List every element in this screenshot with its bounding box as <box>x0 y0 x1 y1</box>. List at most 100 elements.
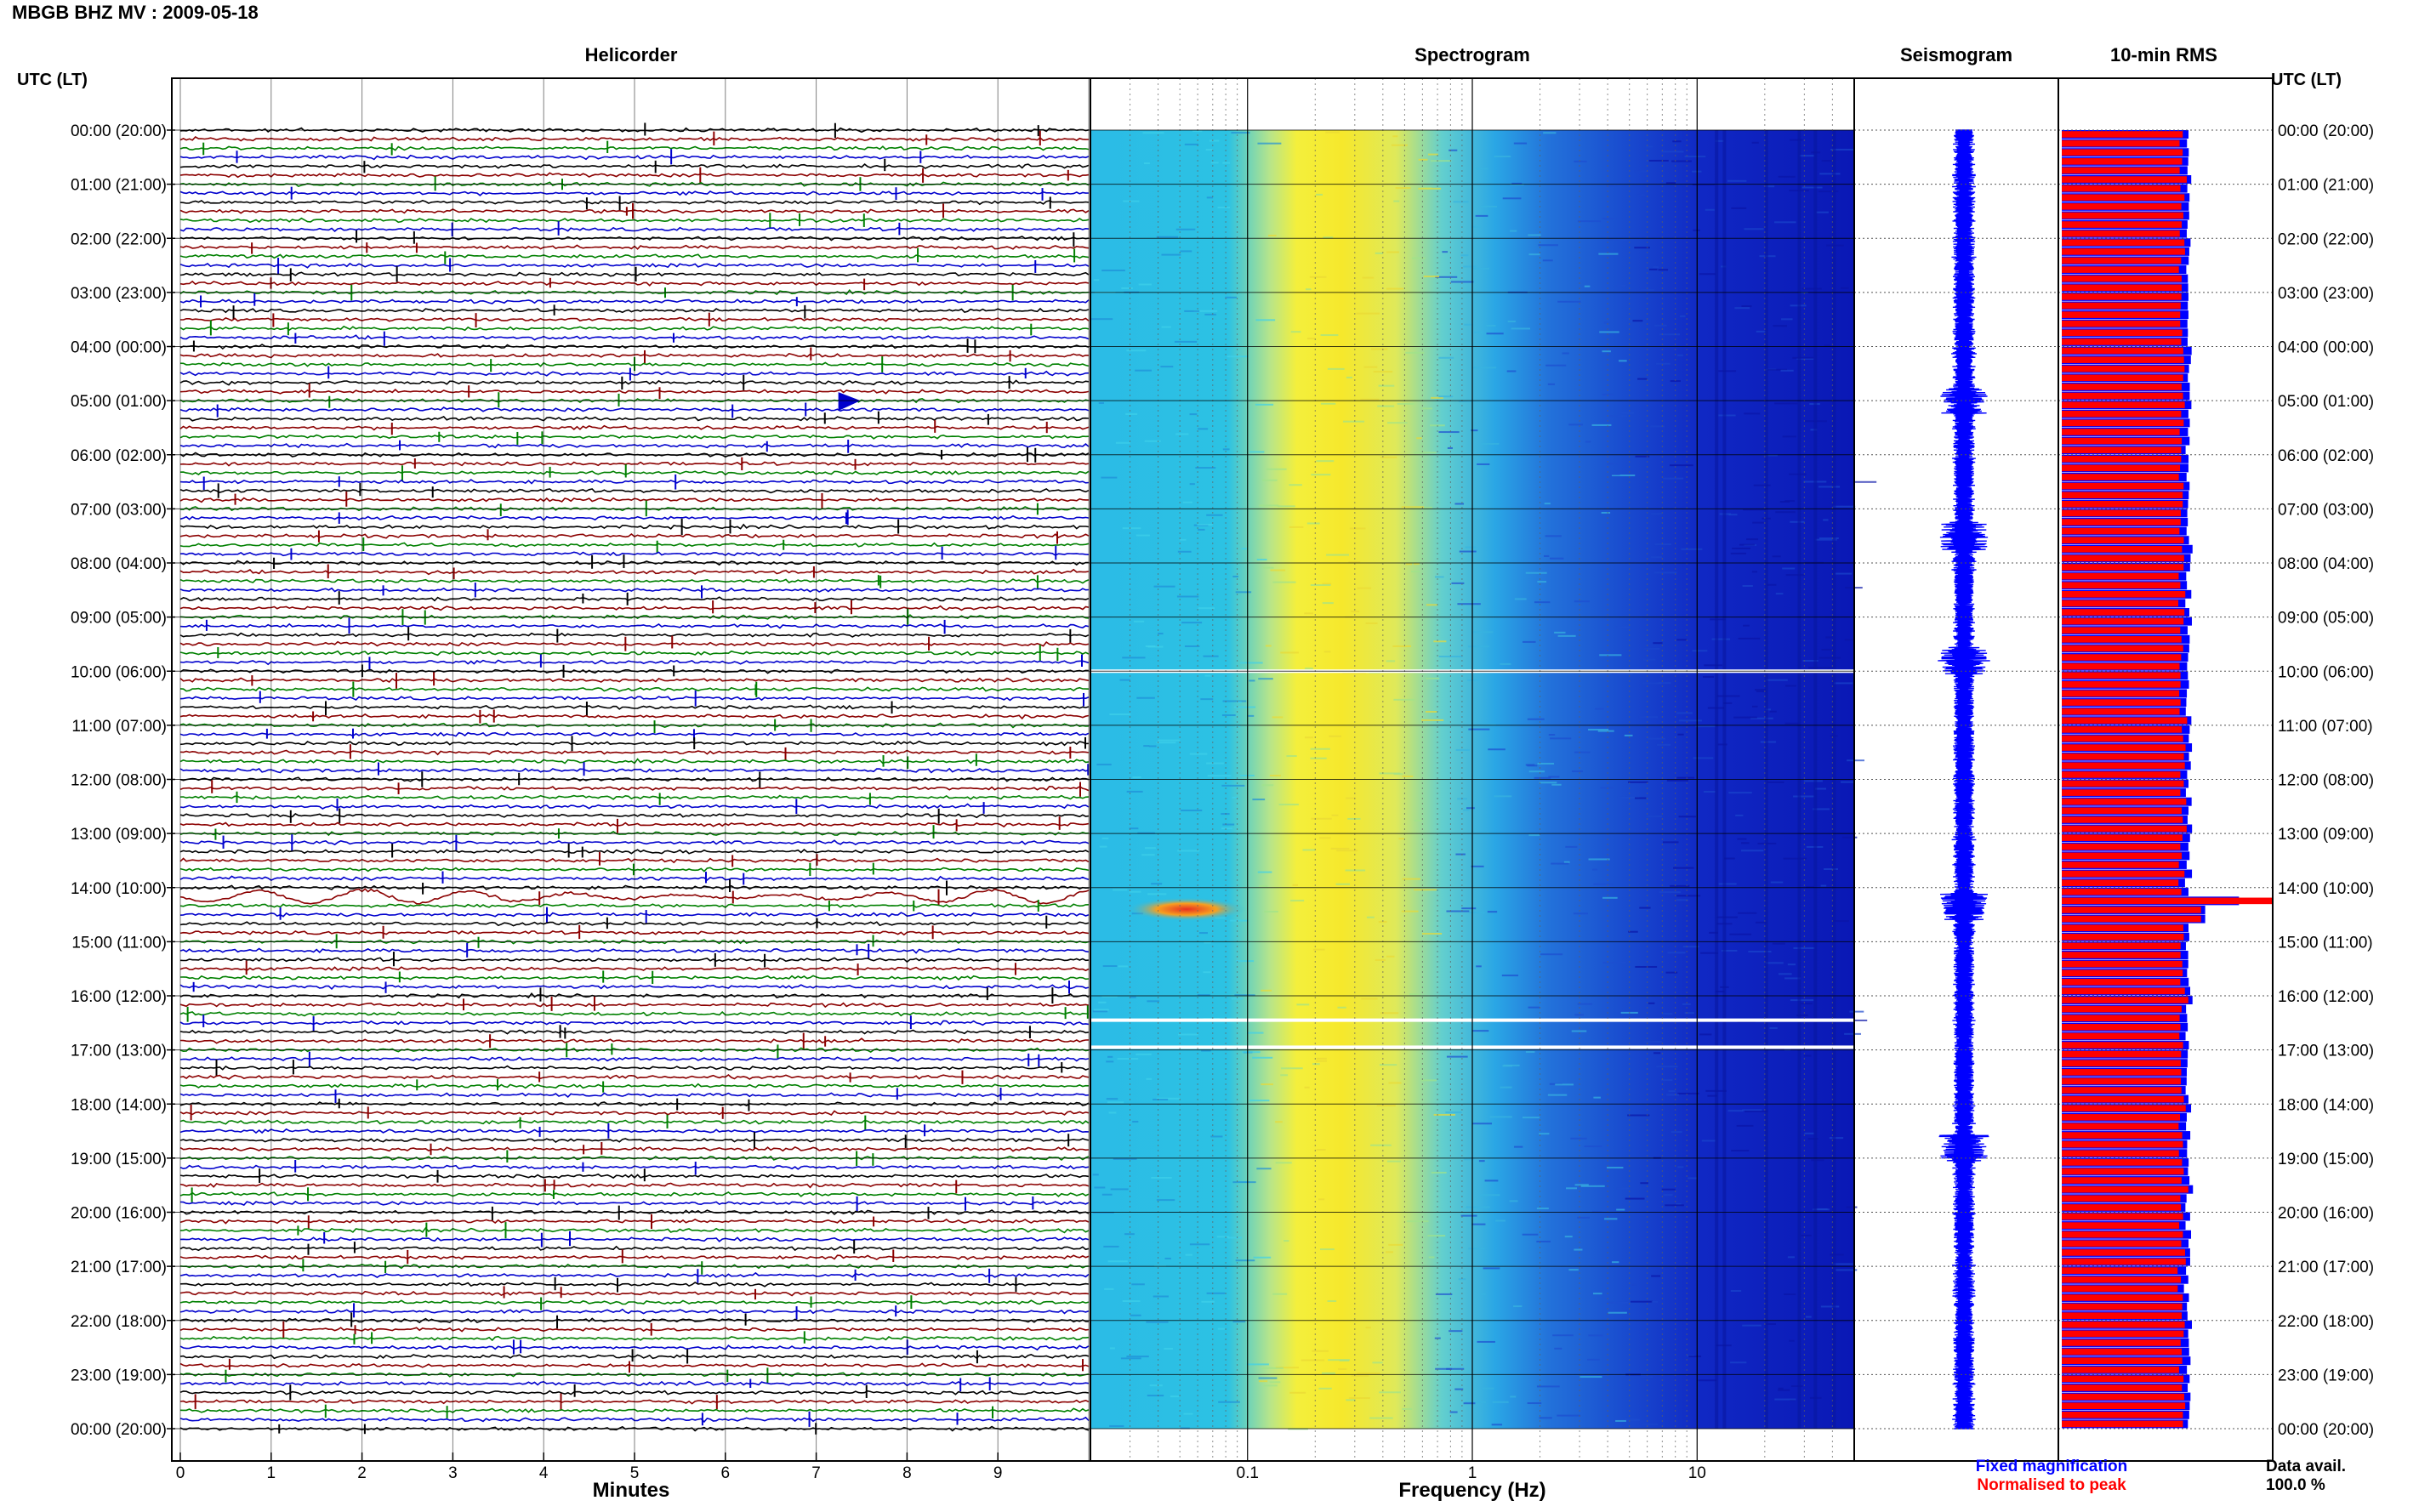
spectrogram-speckle <box>1574 600 1590 603</box>
spectrogram-speckle <box>1698 1379 1717 1382</box>
spectrogram-speckle <box>1458 1278 1466 1281</box>
spectrogram-speckle <box>1718 883 1737 885</box>
spectrogram-speckle <box>1785 574 1805 577</box>
time-tick-label-left: 17:00 (13:00) <box>71 1043 167 1060</box>
spectrogram-speckle <box>1360 398 1380 401</box>
spectrogram-speckle <box>1665 182 1676 185</box>
spectrogram-speckle <box>1717 743 1727 746</box>
time-tick-label-left: 01:00 (21:00) <box>71 177 167 195</box>
rms-frame <box>2058 77 2274 1462</box>
spectrogram-speckle <box>1599 331 1619 333</box>
rms-bar-normalised <box>2062 888 2182 895</box>
spectrogram-speckle <box>1591 423 1612 426</box>
spectrogram-speckle <box>1580 1185 1605 1187</box>
spectrogram-speckle <box>1782 435 1797 438</box>
rms-bar-normalised <box>2062 446 2182 453</box>
spectrogram-speckle <box>1275 1367 1300 1369</box>
spectrogram-speckle <box>1703 791 1716 793</box>
spectrogram-speckle <box>1349 527 1366 530</box>
rms-bar-normalised <box>2062 500 2183 508</box>
spectrogram-speckle <box>1574 1184 1589 1186</box>
spectrogram-speckle <box>1156 1199 1175 1202</box>
rms-bar-normalised <box>2062 338 2182 345</box>
rms-bar-normalised <box>2062 1042 2183 1049</box>
spectrogram-speckle <box>1477 1340 1495 1343</box>
spectrogram-speckle <box>1311 817 1332 820</box>
spectrogram-speckle <box>1651 1300 1658 1303</box>
spectrogram-speckle <box>1209 139 1220 142</box>
spectrogram-speckle <box>1651 1275 1661 1277</box>
spectrogram-speckle <box>1471 1223 1486 1225</box>
spectrogram-speckle <box>1565 1187 1577 1190</box>
spectrogram-speckle <box>1711 638 1731 640</box>
spectrogram-speckle <box>1738 637 1761 639</box>
spectrogram-speckle <box>1180 538 1187 541</box>
spectrogram-speckle <box>1648 268 1658 270</box>
rms-bar-normalised <box>2062 1095 2184 1103</box>
spectrogram-speckle <box>1668 1090 1676 1093</box>
spectrogram-speckle <box>1593 1096 1601 1099</box>
spectrogram-speckle <box>1321 1372 1335 1374</box>
spectrogram-speckle <box>1476 965 1482 968</box>
spectrogram-speckle <box>1603 321 1610 324</box>
spectrogram-speckle <box>1790 1385 1803 1388</box>
spectrogram-speckle <box>1577 220 1602 223</box>
spectrogram-speckle <box>1472 267 1490 270</box>
rms-bar-normalised <box>2062 933 2184 941</box>
spectrogram-speckle <box>1312 1350 1329 1352</box>
spectrogram-speckle <box>1813 1208 1830 1211</box>
spectrogram-speckle <box>1363 366 1378 368</box>
rms-bar-normalised <box>2062 347 2183 355</box>
spectrogram-speckle <box>1494 795 1512 798</box>
spectrogram-speckle <box>1614 626 1631 628</box>
rms-bar-normalised <box>2062 1420 2183 1428</box>
spectrogram-speckle <box>1342 672 1367 674</box>
spectrogram-speckle <box>1316 1060 1328 1062</box>
minute-tick-label: 6 <box>721 1464 731 1482</box>
spectrogram-speckle <box>1201 1300 1215 1303</box>
rms-bar-normalised <box>2062 365 2185 372</box>
spectrogram-speckle <box>1547 1094 1568 1096</box>
time-tick-label-left: 18:00 (14:00) <box>71 1096 167 1114</box>
minute-tick-label: 4 <box>539 1464 549 1482</box>
rms-bar-normalised <box>2062 1393 2184 1401</box>
minute-tick-label: 9 <box>993 1464 1003 1482</box>
spectrogram-speckle <box>1525 1051 1535 1054</box>
spectrogram-speckle <box>1262 479 1278 481</box>
rms-bar-normalised <box>2062 952 2181 958</box>
spectrogram-speckle <box>1545 364 1567 367</box>
rms-bar-normalised <box>2062 1357 2183 1364</box>
spectrogram-speckle <box>1707 1094 1717 1097</box>
spectrogram-speckle <box>1205 149 1214 151</box>
spectrogram-speckle <box>1147 893 1167 895</box>
spectrogram-speckle <box>1796 357 1814 360</box>
spectrogram-speckle <box>1684 1012 1694 1015</box>
spectrogram-speckle <box>1269 775 1281 777</box>
rms-bar-normalised <box>2062 311 2181 318</box>
spectrogram-speckle <box>1579 1376 1602 1378</box>
spectrogram-speckle <box>1253 1256 1272 1259</box>
spectrogram-speckle <box>1184 143 1199 145</box>
spectrogram-speckle <box>1130 996 1136 998</box>
spectrogram-speckle <box>1554 1347 1562 1350</box>
rms-bar-normalised <box>2062 1123 2179 1130</box>
rms-bar-normalised <box>2062 636 2182 643</box>
spectrogram-speckle <box>1538 244 1558 247</box>
spectrogram-speckle <box>1375 252 1383 254</box>
spectrogram-speckle <box>1628 930 1638 933</box>
spectrogram-speckle <box>1449 1411 1458 1413</box>
spectrogram-speckle <box>1431 1171 1447 1174</box>
spectrogram-speckle <box>1790 999 1814 1002</box>
spectrogram-speckle <box>1544 554 1550 557</box>
spectrogram-speckle <box>1705 208 1715 211</box>
rms-bar-normalised <box>2062 879 2179 886</box>
spectrogram-speckle <box>1411 571 1420 573</box>
spectrogram-speckle <box>1144 440 1161 442</box>
spectrogram-speckle <box>1320 334 1339 337</box>
spectrogram-speckle <box>1836 1269 1858 1271</box>
spectrogram-speckle <box>1320 402 1336 405</box>
minute-tick-label: 5 <box>630 1464 640 1482</box>
spectrogram-speckle <box>1816 211 1829 213</box>
spectrogram-speckle <box>1568 423 1583 426</box>
spectrogram-speckle <box>1632 320 1643 322</box>
